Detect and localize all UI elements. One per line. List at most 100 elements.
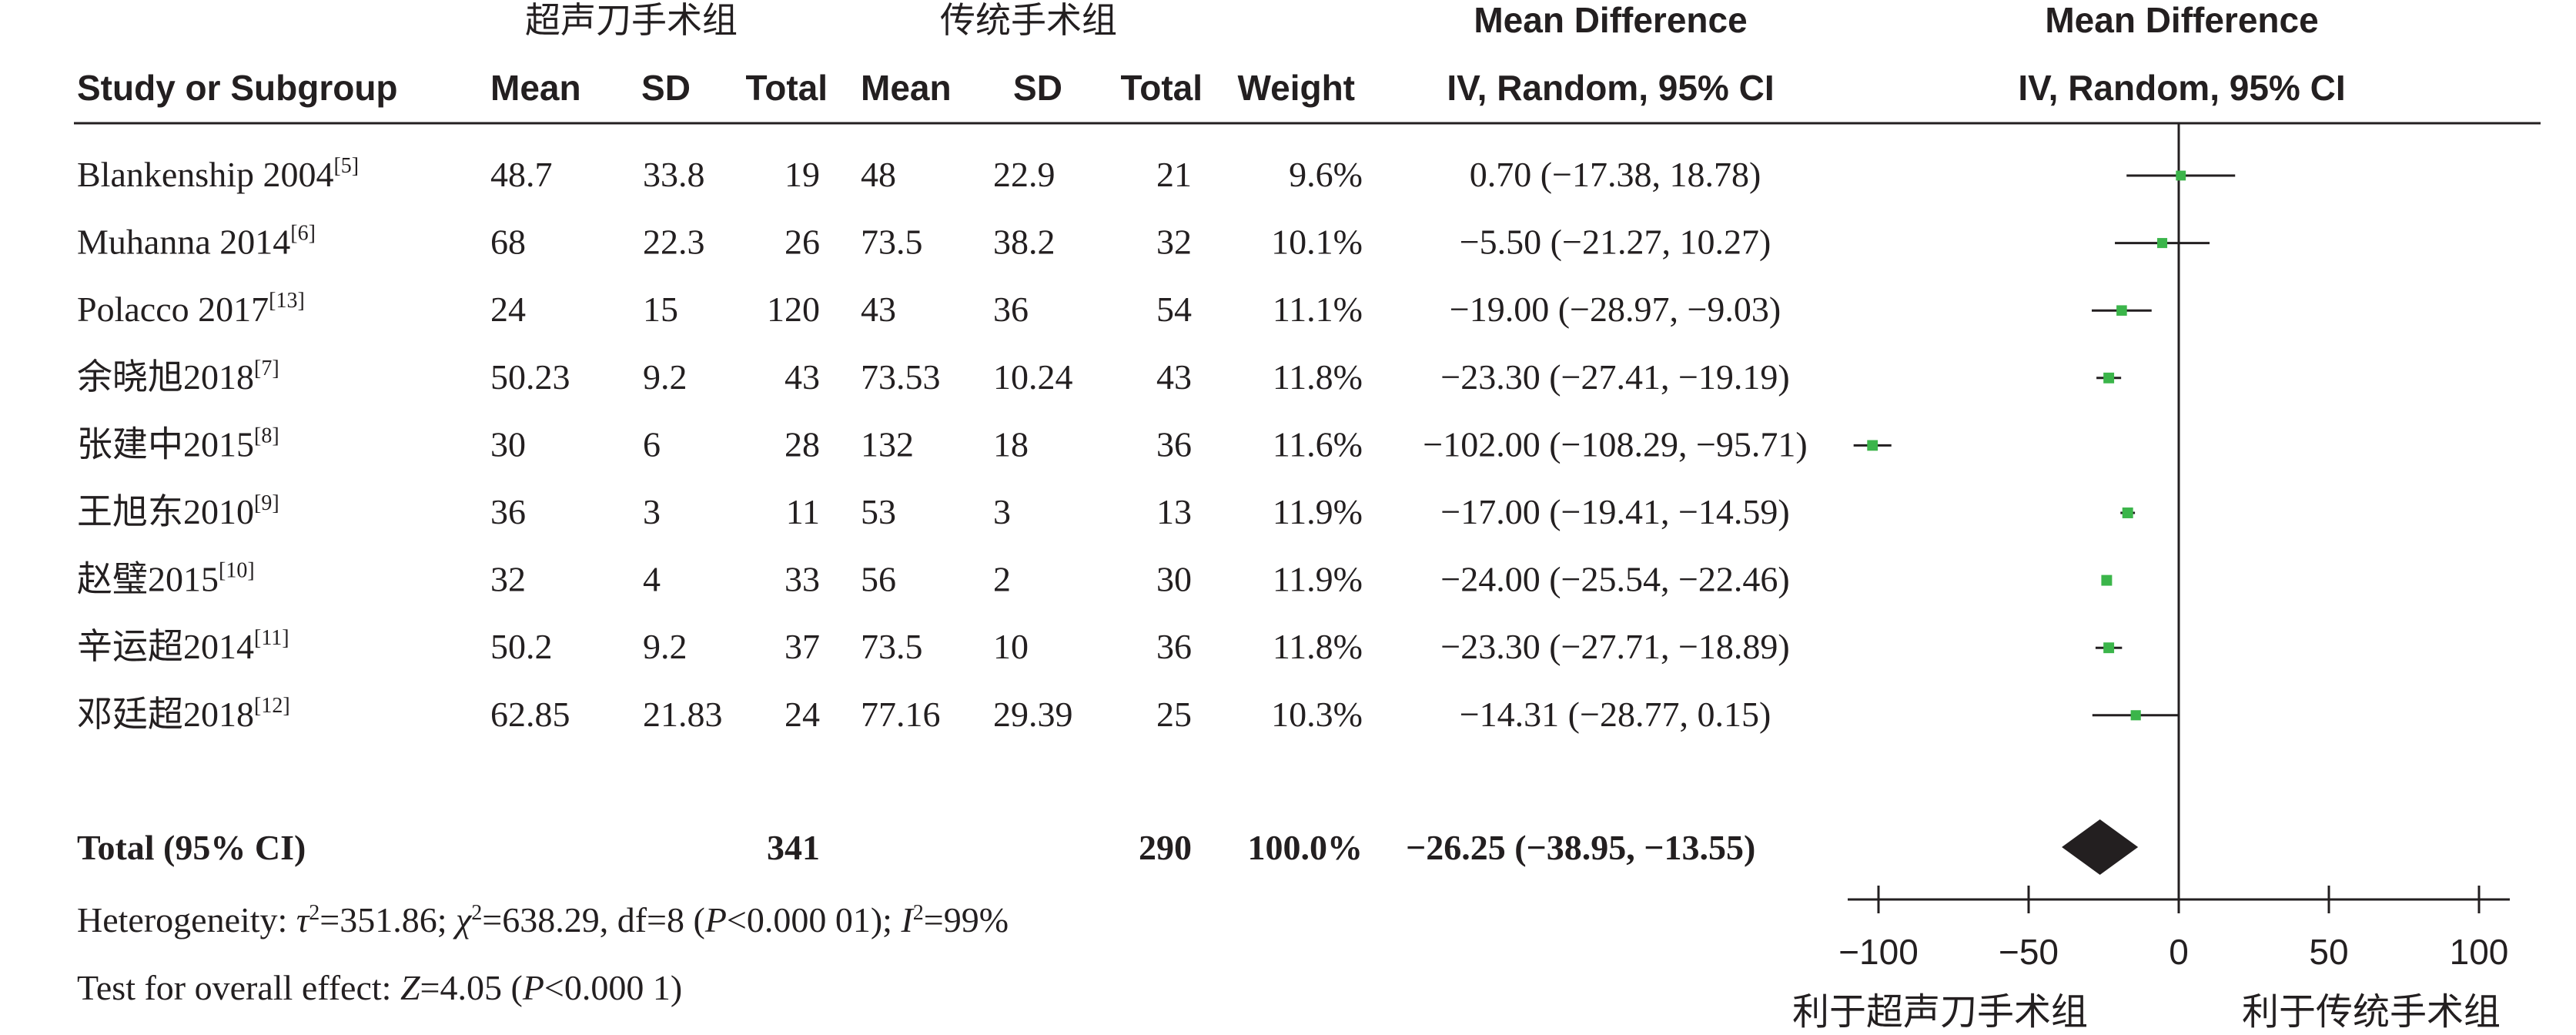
- cell-mean2: 43: [861, 290, 896, 329]
- cell-sd2: 3: [993, 492, 1011, 531]
- study-name: 王旭东2010[9]: [77, 491, 279, 531]
- study-name: 张建中2015[8]: [77, 424, 279, 464]
- md-header-method: IV, Random, 95% CI: [1447, 68, 1774, 108]
- cell-weight: 11.1%: [1273, 290, 1363, 329]
- point-estimate-marker: [1867, 440, 1878, 451]
- favours-right-label: 利于传统手术组: [2242, 990, 2501, 1033]
- cell-total1: 33: [785, 560, 820, 599]
- cell-total2: 32: [1156, 223, 1192, 262]
- cell-sd1: 9.2: [643, 627, 687, 666]
- study-name: 赵璧2015[10]: [77, 559, 255, 599]
- ci-text: −23.30 (−27.41, −19.19): [1440, 357, 1789, 397]
- heterogeneity-text: Heterogeneity: τ2=351.86; χ2=638.29, df=…: [77, 900, 1009, 940]
- table-row: 邓廷超2018[12] 62.85 21.83 24 77.16 29.39 25 10.3%…: [77, 694, 1771, 734]
- cell-weight: 11.8%: [1273, 357, 1363, 397]
- cell-weight: 10.1%: [1271, 223, 1363, 262]
- total-exp: 341: [767, 828, 820, 867]
- cell-total1: 120: [767, 290, 820, 329]
- point-estimate-marker: [2130, 710, 2141, 721]
- cell-weight: 11.8%: [1273, 627, 1363, 666]
- cell-total1: 26: [785, 223, 820, 262]
- cell-mean1: 48.7: [490, 155, 553, 194]
- plot-header-method: IV, Random, 95% CI: [2018, 68, 2345, 108]
- cell-total1: 28: [785, 424, 820, 464]
- point-estimate-marker: [2157, 238, 2168, 249]
- cell-mean2: 53: [861, 492, 896, 531]
- study-name: 邓廷超2018[12]: [77, 694, 290, 734]
- cell-sd2: 10.24: [993, 357, 1073, 397]
- ci-text: −19.00 (−28.97, −9.03): [1450, 290, 1781, 329]
- col-study: Study or Subgroup: [77, 68, 398, 108]
- cell-sd1: 3: [643, 492, 661, 531]
- cell-total2: 13: [1156, 492, 1192, 531]
- cell-sd1: 9.2: [643, 357, 687, 397]
- overall-effect-text: Test for overall effect: Z=4.05 (P<0.000…: [77, 968, 682, 1007]
- col-sd-exp: SD: [641, 68, 691, 108]
- point-estimate-marker: [2122, 507, 2133, 518]
- col-mean-exp: Mean: [490, 68, 581, 108]
- cell-mean2: 73.53: [861, 357, 941, 397]
- cell-weight: 11.6%: [1273, 424, 1363, 464]
- table-row: 张建中2015[8] 30 6 28 132 18 36 11.6% −102.00 (−108…: [77, 424, 1808, 464]
- table-row: Polacco 2017[13] 24 15 120 43 36 54 11.1% −19.00…: [77, 289, 1781, 329]
- ci-text: −102.00 (−108.29, −95.71): [1423, 424, 1807, 464]
- cell-mean2: 73.5: [861, 627, 923, 666]
- cell-total2: 43: [1156, 357, 1192, 397]
- ci-text: −23.30 (−27.71, −18.89): [1440, 627, 1789, 666]
- cell-mean2: 77.16: [861, 695, 941, 734]
- point-estimate-marker: [2176, 170, 2186, 181]
- cell-sd1: 33.8: [643, 155, 705, 194]
- favours-left-label: 利于超声刀手术组: [1792, 990, 2088, 1033]
- ci-text: −17.00 (−19.41, −14.59): [1440, 492, 1789, 531]
- study-name: Muhanna 2014[6]: [77, 222, 316, 262]
- x-tick-label: −50: [1999, 932, 2059, 972]
- table-row: 辛运超2014[11] 50.2 9.2 37 73.5 10 36 11.8% −23.30 …: [77, 626, 1790, 666]
- table-row: 余晓旭2018[7] 50.23 9.2 43 73.53 10.24 43 11.8% −23…: [77, 357, 1790, 397]
- cell-total2: 21: [1156, 155, 1192, 194]
- experimental-group-header: 超声刀手术组: [525, 0, 738, 41]
- x-tick-label: −100: [1838, 932, 1919, 972]
- total-ci-text: −26.25 (−38.95, −13.55): [1406, 828, 1755, 867]
- cell-sd2: 2: [993, 560, 1011, 599]
- cell-mean1: 68: [490, 223, 526, 262]
- col-total-ctrl: Total: [1121, 68, 1203, 108]
- cell-mean1: 36: [490, 492, 526, 531]
- cell-sd2: 36: [993, 290, 1029, 329]
- study-rows: Blankenship 2004[5] 48.7 33.8 19 48 22.9 21 9.6…: [77, 154, 1808, 734]
- cell-mean2: 132: [861, 424, 914, 464]
- cell-mean1: 24: [490, 290, 526, 329]
- ci-text: −14.31 (−28.77, 0.15): [1460, 695, 1771, 734]
- cell-weight: 11.9%: [1273, 492, 1363, 531]
- cell-sd2: 38.2: [993, 223, 1055, 262]
- x-axis-ticks: −100 −50 0 50 100: [1838, 886, 2508, 972]
- cell-total2: 30: [1156, 560, 1192, 599]
- cell-total1: 37: [785, 627, 820, 666]
- cell-total1: 43: [785, 357, 820, 397]
- pooled-diamond: [2062, 819, 2139, 875]
- point-estimate-marker: [2101, 574, 2113, 586]
- col-total-exp: Total: [746, 68, 828, 108]
- cell-sd2: 10: [993, 627, 1029, 666]
- col-weight: Weight: [1238, 68, 1355, 108]
- cell-sd2: 18: [993, 424, 1029, 464]
- total-weight: 100.0%: [1248, 828, 1363, 867]
- plot-marks: [1853, 170, 2236, 875]
- table-row: 王旭东2010[9] 36 3 11 53 3 13 11.9% −17.00 (−19.41,…: [77, 491, 1790, 531]
- x-tick-label: 100: [2450, 932, 2509, 972]
- table-row: Muhanna 2014[6] 68 22.3 26 73.5 38.2 32 10.1% −5…: [77, 222, 1771, 262]
- col-mean-ctrl: Mean: [861, 68, 952, 108]
- study-name: Blankenship 2004[5]: [77, 154, 359, 194]
- plot-header-title: Mean Difference: [2045, 0, 2318, 40]
- x-tick-label: 0: [2169, 932, 2189, 972]
- cell-total2: 54: [1156, 290, 1192, 329]
- ci-text: 0.70 (−17.38, 18.78): [1470, 155, 1761, 194]
- cell-total2: 25: [1156, 695, 1192, 734]
- point-estimate-marker: [2103, 372, 2115, 384]
- cell-sd2: 22.9: [993, 155, 1055, 194]
- md-header-title: Mean Difference: [1474, 0, 1747, 40]
- cell-sd1: 21.83: [643, 695, 723, 734]
- cell-weight: 11.9%: [1273, 560, 1363, 599]
- cell-sd1: 22.3: [643, 223, 705, 262]
- cell-mean1: 50.23: [490, 357, 570, 397]
